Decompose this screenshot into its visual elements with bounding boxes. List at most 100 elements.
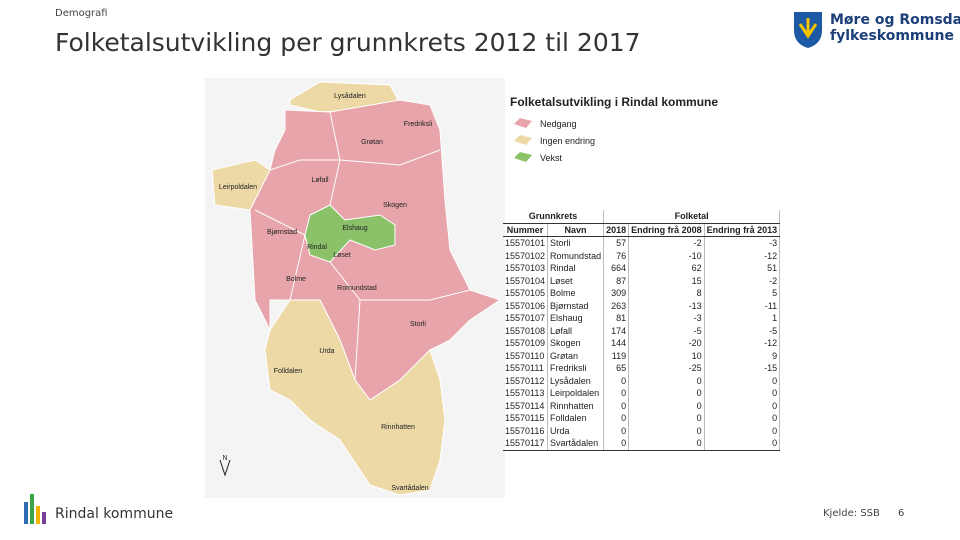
table-cell: 9 (704, 349, 781, 362)
table-row: 15570109 Skogen 144 -20 -12 (503, 337, 781, 350)
table-cell: 174 (603, 324, 630, 337)
table-cell: 0 (704, 399, 781, 412)
table-cell: 65 (603, 362, 630, 375)
table-cell: 0 (704, 374, 781, 387)
table-cell: 15570114 (503, 399, 549, 412)
legend-label: Vekst (540, 153, 563, 163)
table-row: 15570102 Romundstad 76 -10 -12 (503, 249, 781, 262)
table-row: 15570103 Rindal 664 62 51 (503, 262, 781, 275)
group-header-row: Grunnkrets Folketal (503, 210, 781, 224)
map-label: Bolme (286, 276, 306, 283)
page-number: 6 (898, 508, 905, 519)
table-cell: Grøtan (547, 349, 605, 362)
legend-swatch (514, 152, 532, 162)
table-head: Grunnkrets Folketal Nummer Navn 2018 Endrin… (503, 210, 781, 237)
table-cell: Bolme (547, 287, 605, 300)
table-cell: 0 (603, 399, 630, 412)
table-row: 15570117 Svartådalen 0 0 0 (503, 437, 781, 451)
map-label: Løset (333, 252, 351, 259)
table-cell: 0 (603, 412, 630, 425)
table-cell: 15570107 (503, 312, 549, 325)
table-cell: 1 (704, 312, 781, 325)
column-header-row: Nummer Navn 2018 Endring frå 2008 Endring fr… (503, 223, 781, 237)
table-cell: 15570109 (503, 337, 549, 350)
border (254, 209, 306, 301)
table-cell: -3 (704, 236, 781, 250)
footer-logo (24, 494, 46, 524)
table-cell: 15570108 (503, 324, 549, 337)
border (329, 261, 471, 301)
map: N Lysådalen Fredriksli Grøtan Løfall Leirpol… (205, 78, 505, 498)
table-cell: 76 (603, 249, 630, 262)
column-header: 2018 (603, 223, 630, 237)
map-title: Folketalsutvikling i Rindal kommune (510, 95, 719, 109)
legend-label: Ingen endring (540, 136, 596, 146)
table-cell: 309 (603, 287, 630, 300)
table-cell: -5 (704, 324, 781, 337)
column-header: Navn (547, 223, 605, 237)
logo-text: Møre og Romsdal fylkeskommune (830, 12, 960, 44)
table-cell: Fredriksli (547, 362, 605, 375)
footer-municipality: Rindal kommune (55, 506, 174, 522)
table-cell: 15570115 (503, 412, 549, 425)
table-cell: Bjørnstad (547, 299, 605, 312)
table-cell: 8 (628, 287, 705, 300)
table-cell: 0 (603, 387, 630, 400)
table-row: 15570115 Folldalen 0 0 0 (503, 412, 781, 425)
table-cell: -25 (628, 362, 705, 375)
section-label: Demografi (55, 8, 108, 19)
table-cell: Folldalen (547, 412, 605, 425)
north-arrow (219, 459, 231, 477)
legend-swatch (514, 118, 532, 128)
map-label: Romundstad (337, 285, 377, 292)
table-row: 15570113 Leirpoldalen 0 0 0 (503, 387, 781, 400)
table-cell: 15570116 (503, 424, 549, 437)
table-cell: 119 (603, 349, 630, 362)
table-cell: Urda (547, 424, 605, 437)
map-label: Storli (410, 321, 426, 328)
footer-source: Kjelde: SSB (823, 508, 880, 519)
table-row: 15570111 Fredriksli 65 -25 -15 (503, 362, 781, 375)
map-labels: Lysådalen Fredriksli Grøtan Løfall Leirpolda… (219, 92, 433, 492)
table-cell: 144 (603, 337, 630, 350)
table-cell: 10 (628, 349, 705, 362)
table-cell: Lysådalen (547, 374, 605, 387)
table-cell: 15570104 (503, 274, 549, 287)
table-cell: 15570117 (503, 437, 549, 451)
map-label: Rindal (307, 244, 327, 251)
map-label: Løfall (311, 177, 329, 184)
map-label: Bjørnstad (267, 229, 297, 236)
table-cell: -20 (628, 337, 705, 350)
table-row: 15570105 Bolme 309 8 5 (503, 287, 781, 300)
map-label: Urda (319, 348, 334, 355)
table-cell: 15570105 (503, 287, 549, 300)
table-cell: -13 (628, 299, 705, 312)
logo-shield (794, 12, 822, 48)
border (354, 299, 361, 381)
table-cell: Leirpoldalen (547, 387, 605, 400)
group-header: Grunnkrets (503, 210, 605, 224)
table-cell: 0 (628, 374, 705, 387)
table-cell: Skogen (547, 337, 605, 350)
table-cell: Romundstad (547, 249, 605, 262)
table-cell: 87 (603, 274, 630, 287)
table-row: 15570110 Grøtan 119 10 9 (503, 349, 781, 362)
table-cell: -10 (628, 249, 705, 262)
table-row: 15570101 Storli 57 -2 -3 (503, 236, 781, 250)
logo-line: Møre og Romsdal (830, 12, 960, 28)
map-label: Elshaug (342, 225, 367, 232)
map-label: Svartådalen (391, 484, 428, 492)
table-cell: 664 (603, 262, 630, 275)
map-label: Leirpoldalen (219, 184, 257, 191)
table-cell: 0 (603, 424, 630, 437)
legend-swatches (514, 118, 532, 162)
table-cell: Rindal (547, 262, 605, 275)
table-cell: 0 (704, 424, 781, 437)
table-cell: -3 (628, 312, 705, 325)
table-cell: 0 (704, 387, 781, 400)
table-cell: Rinnhatten (547, 399, 605, 412)
table-cell: 15570113 (503, 387, 549, 400)
map-label: Folldalen (274, 368, 303, 375)
